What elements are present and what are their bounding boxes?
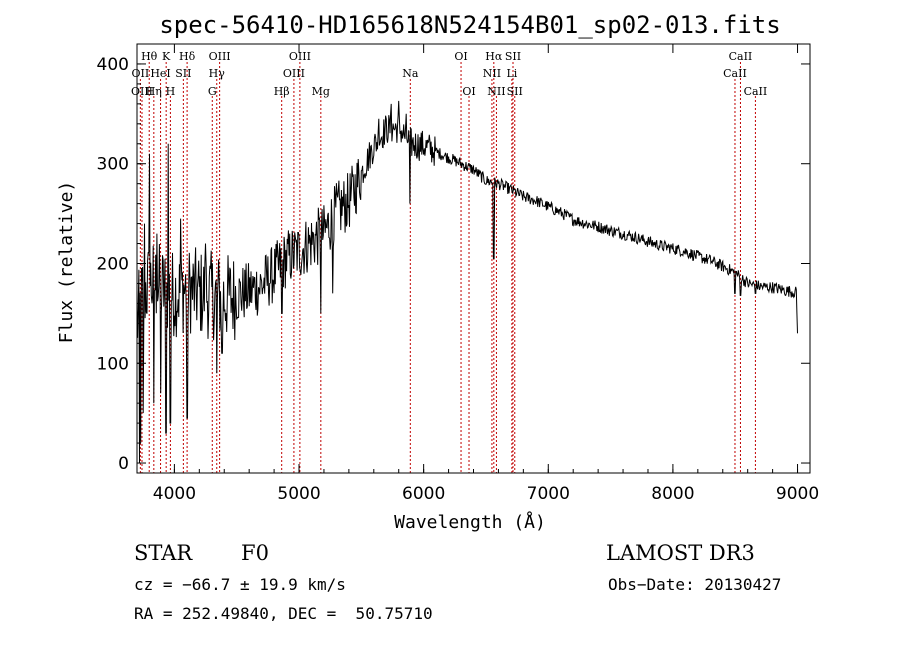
line-marker-label: H <box>166 85 176 98</box>
line-marker-label: Hα <box>485 50 503 63</box>
line-marker-label: SII <box>507 85 523 98</box>
x-tick-label: 6000 <box>402 484 445 504</box>
redshift-cz: cz = −66.7 ± 19.9 km/s <box>134 575 346 594</box>
coordinates: RA = 252.49840, DEC = 50.75710 <box>134 604 433 623</box>
y-tick-label: 300 <box>97 155 129 175</box>
line-marker-label: Mg <box>312 85 330 98</box>
line-marker-label: Hγ <box>209 67 226 80</box>
line-marker-label: OIII <box>289 50 311 63</box>
x-axis-label: Wavelength (Å) <box>394 511 546 533</box>
line-marker-label: Hβ <box>274 85 290 98</box>
object-type: STAR <box>134 541 193 565</box>
line-marker-label: SII <box>505 50 521 63</box>
x-tick-label: 5000 <box>277 484 320 504</box>
spectrum-line <box>136 100 798 464</box>
line-marker-label: OI <box>462 85 475 98</box>
y-tick-label: 400 <box>97 55 129 75</box>
x-tick-label: 9000 <box>776 484 819 504</box>
line-marker-label: Hθ <box>141 50 158 63</box>
line-marker-label: OII <box>132 67 150 80</box>
line-marker-label: G <box>208 85 217 98</box>
axis-ticks: 4000 5000 6000 7000 8000 9000 0 100 200 300 400 <box>97 44 819 504</box>
line-marker-label: K <box>162 50 171 63</box>
x-tick-label: 7000 <box>527 484 570 504</box>
line-marker-label: CaII <box>744 85 768 98</box>
line-marker-label: HeI <box>150 67 170 80</box>
y-axis-label: Flux (relative) <box>56 181 77 344</box>
spectral-class: F0 <box>241 541 269 565</box>
x-tick-label: 8000 <box>651 484 694 504</box>
spectral-line-markers: Hθ OII OIII K HeI Hη Hδ SII H OIII Hγ G Hβ OIII OIII Mg… <box>131 50 767 473</box>
line-marker-label: CaII <box>723 67 747 80</box>
line-marker-label: OIII <box>209 50 231 63</box>
line-marker-label: Li <box>506 67 517 80</box>
line-marker-label: NII <box>483 67 501 80</box>
y-tick-label: 0 <box>118 454 129 474</box>
y-tick-label: 100 <box>97 354 129 374</box>
line-marker-label: Hδ <box>179 50 196 63</box>
line-marker-label: SII <box>175 67 191 80</box>
chart-title: spec-56410-HD165618N524154B01_sp02-013.f… <box>159 11 780 39</box>
line-marker-label: NII <box>487 85 505 98</box>
line-marker-label: OIII <box>131 85 153 98</box>
line-marker-label: CaII <box>729 50 753 63</box>
line-marker-label: OIII <box>283 67 305 80</box>
line-marker-label: Na <box>402 67 419 80</box>
x-tick-label: 4000 <box>153 484 196 504</box>
line-marker-label: OI <box>454 50 467 63</box>
obs-date: Obs−Date: 20130427 <box>608 575 782 594</box>
line-marker-label: Hη <box>146 85 162 98</box>
plot-frame <box>136 43 811 474</box>
y-tick-label: 200 <box>97 254 129 274</box>
survey-name: LAMOST DR3 <box>606 541 755 565</box>
